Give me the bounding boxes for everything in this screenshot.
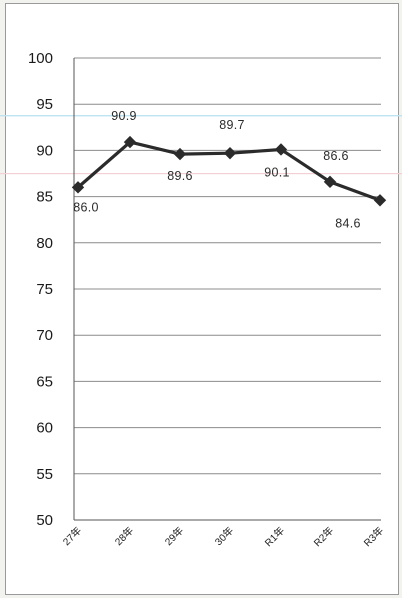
data-point-marker <box>123 135 137 149</box>
data-label: 89.7 <box>219 118 245 132</box>
y-tick-label: 50 <box>36 512 53 529</box>
y-tick-label: 75 <box>36 281 53 298</box>
data-label: 90.1 <box>264 165 290 179</box>
y-tick-label: 65 <box>36 373 53 390</box>
x-tick-label: 29年 <box>162 524 186 548</box>
y-tick-label: 100 <box>28 50 53 67</box>
data-point-marker <box>373 194 387 207</box>
scan-band-pink <box>0 173 402 175</box>
x-tick-label: R3年 <box>361 524 386 549</box>
y-tick-label: 90 <box>36 142 53 159</box>
data-point-marker <box>223 146 237 160</box>
data-label: 90.9 <box>111 109 137 123</box>
data-label: 89.6 <box>167 169 193 183</box>
x-tick-label: R1年 <box>262 524 287 549</box>
y-tick-label: 70 <box>36 327 53 344</box>
x-tick-label: R2年 <box>311 524 336 549</box>
data-label: 84.6 <box>335 216 361 230</box>
y-tick-label: 55 <box>36 466 53 483</box>
chart-frame <box>5 3 399 595</box>
y-tick-label: 80 <box>36 235 53 252</box>
data-point-marker <box>274 143 288 156</box>
x-tick-label: 28年 <box>112 524 136 548</box>
data-point-marker <box>71 181 85 194</box>
y-tick-label: 95 <box>36 96 53 113</box>
scan-band-blue <box>0 115 402 117</box>
x-tick-label: 27年 <box>60 524 84 548</box>
data-point-marker <box>323 175 337 189</box>
x-tick-label: 30年 <box>212 524 236 548</box>
y-tick-label: 60 <box>36 420 53 437</box>
data-label: 86.0 <box>73 200 99 214</box>
data-label: 86.6 <box>323 149 349 163</box>
data-point-marker <box>173 147 187 161</box>
y-tick-label: 85 <box>36 189 53 206</box>
